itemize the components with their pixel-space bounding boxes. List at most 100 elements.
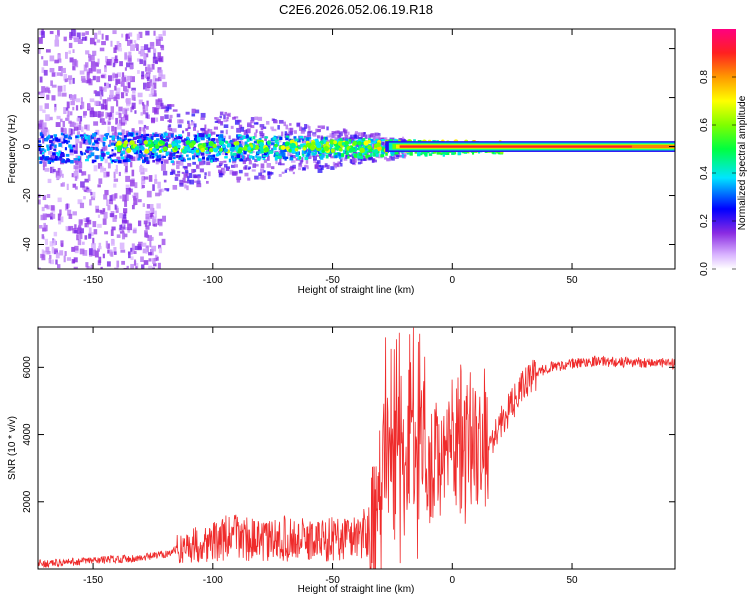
spectrogram-cell xyxy=(152,155,156,158)
spectrogram-peak xyxy=(363,140,369,146)
spectrogram-cell xyxy=(218,173,223,178)
spectrogram-cell xyxy=(208,129,213,133)
spectrogram-cell xyxy=(119,242,125,250)
spectrogram-cell xyxy=(301,157,304,163)
spectrogram-cell xyxy=(125,33,130,39)
spectrogram-cell xyxy=(63,107,67,114)
spectrogram-cell xyxy=(53,248,58,254)
spectrogram-cell xyxy=(114,45,120,50)
spectrogram-cell xyxy=(380,139,385,142)
spectrogram-cell xyxy=(285,156,289,159)
spectrogram-cell xyxy=(321,165,327,168)
spectrogram-cell xyxy=(77,124,82,131)
spectrogram-cell xyxy=(69,111,73,116)
spectrogram-cell xyxy=(155,99,160,106)
spectrogram-cell xyxy=(169,171,173,176)
spectrogram-cell xyxy=(148,175,153,182)
spectrogram-cell xyxy=(201,129,207,134)
spectrogram-cell xyxy=(368,156,373,161)
spectrogram-cell xyxy=(357,138,362,143)
spectrogram-cell xyxy=(222,148,225,152)
spectrogram-cell xyxy=(156,138,160,143)
spectrogram-peak xyxy=(221,143,226,148)
spectrogram-cell xyxy=(374,140,379,144)
spectrogram-cell xyxy=(96,141,99,145)
spectrogram-cell xyxy=(231,144,236,148)
spectrogram-peak xyxy=(376,142,381,148)
spectrogram-cell xyxy=(72,259,76,264)
spectrogram-cell xyxy=(112,62,116,68)
spectrogram-tone-core xyxy=(631,145,675,149)
spectrogram-cell xyxy=(366,143,369,148)
spectrogram-cell xyxy=(144,223,148,227)
spectrogram-cell xyxy=(153,48,157,54)
spectrogram-cell xyxy=(401,154,404,158)
spectrogram-cell xyxy=(267,146,270,150)
spectrogram-cell xyxy=(324,136,328,140)
spectrogram-cell xyxy=(154,174,157,181)
spectrogram-cell xyxy=(129,64,133,70)
spectrogram-cell xyxy=(297,157,300,160)
spectrogram-cell xyxy=(139,135,143,138)
spectrogram-cell xyxy=(83,134,87,137)
spectrogram-peak xyxy=(224,148,228,153)
spectrogram-cell xyxy=(88,227,92,234)
spectrogram-cell xyxy=(69,149,74,156)
spectrogram-cell xyxy=(163,159,169,164)
spectrogram-cell xyxy=(141,177,146,185)
spectrogram-cell xyxy=(76,165,82,173)
spectrogram-cell xyxy=(206,180,209,184)
spectrogram-cell xyxy=(157,219,160,226)
spectrogram-peak xyxy=(247,146,252,151)
spectrogram-cell xyxy=(319,153,323,157)
spectrogram-peak xyxy=(195,149,200,153)
spectrogram-cell xyxy=(105,240,108,248)
spectrogram-cell xyxy=(285,137,289,141)
spectrogram-cell xyxy=(109,135,113,138)
spectrogram-cell xyxy=(38,123,43,130)
colorbar-tick-label: 0.8 xyxy=(699,70,710,84)
spectrogram-cell xyxy=(326,164,330,170)
spectrogram-cell xyxy=(300,143,303,148)
spectrogram-cell xyxy=(107,83,111,88)
spectrogram-cell xyxy=(226,167,230,171)
spectrogram-cell xyxy=(233,164,238,168)
spectrogram-cell xyxy=(109,195,113,201)
spectrogram-cell xyxy=(94,140,98,143)
spectrogram-cell xyxy=(272,137,277,140)
spectrogram-cell xyxy=(160,106,166,110)
spectrogram-cell xyxy=(54,59,59,64)
spectrogram-peak xyxy=(323,146,330,152)
spectrogram-peak xyxy=(226,142,232,148)
spectrogram-cell xyxy=(66,183,69,191)
spectrogram-cell xyxy=(210,139,214,142)
spectrogram-peak xyxy=(159,140,164,145)
spectrogram-cell xyxy=(311,151,314,156)
spectrogram-cell xyxy=(121,150,126,155)
spectrogram-cell xyxy=(97,223,102,228)
spectrogram-cell xyxy=(113,73,118,78)
spectrogram-cell xyxy=(151,63,155,70)
spectrogram-cell xyxy=(57,264,61,269)
spectrogram-peak xyxy=(151,148,157,153)
spectrogram-cell xyxy=(221,150,226,156)
spectrogram-cell xyxy=(70,100,75,106)
spectrogram-cell xyxy=(207,171,211,177)
spectrogram-cell xyxy=(92,75,96,81)
spectrogram-cell xyxy=(151,245,157,252)
spectrogram-cell xyxy=(86,219,92,225)
spectrogram-cell xyxy=(246,134,249,139)
spectrogram-cell xyxy=(210,132,213,136)
spectrogram-cell xyxy=(349,154,352,158)
spectrogram-cell xyxy=(254,116,258,120)
spectrogram-cell xyxy=(238,141,244,146)
spectrogram-cell xyxy=(116,123,122,130)
spectrogram-cell xyxy=(116,234,121,238)
spectrogram-cell xyxy=(49,55,55,62)
spectrogram-cell xyxy=(93,121,99,126)
spectrogram-cell xyxy=(177,170,181,174)
spectrogram-cell xyxy=(277,155,282,159)
spectrogram-cell xyxy=(393,153,398,158)
spectrogram-cell xyxy=(278,173,282,177)
